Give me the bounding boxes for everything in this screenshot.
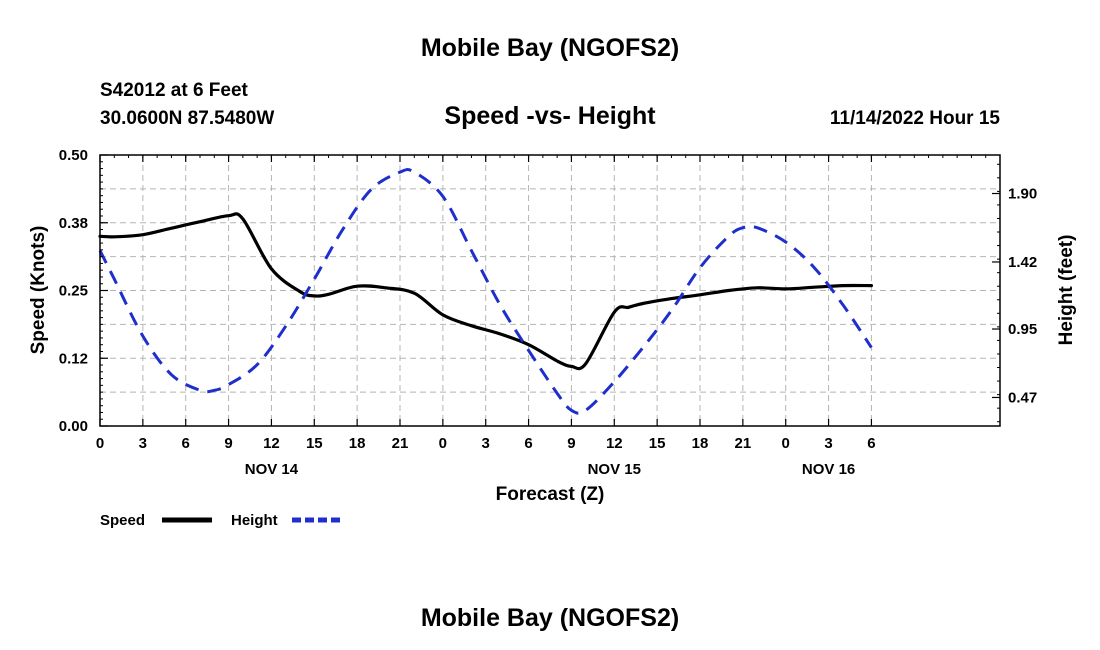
footer-title: Mobile Bay (NGOFS2) (421, 604, 679, 632)
chart-main-title: Mobile Bay (NGOFS2) (421, 34, 679, 62)
legend-height-label: Height (231, 512, 278, 529)
coordinates-label: 30.0600N 87.5480W (100, 108, 274, 129)
x-tick-label: 0 (782, 435, 790, 452)
x-tick-label: 6 (867, 435, 875, 452)
date-label: NOV 16 (802, 461, 855, 478)
series-layer (98, 168, 873, 415)
x-tick-label: 18 (349, 435, 366, 452)
series-line-speed (98, 212, 873, 371)
y-tick-label: 0.00 (59, 418, 88, 435)
x-tick-label: 3 (139, 435, 147, 452)
x-tick-label: 21 (735, 435, 752, 452)
y2-tick-label: 0.47 (1008, 389, 1037, 406)
x-tick-label: 9 (567, 435, 575, 452)
date-label: NOV 15 (588, 461, 641, 478)
x-tick-label: 6 (182, 435, 190, 452)
y2-axis-title: Height (feet) (1056, 235, 1077, 346)
x-tick-label: 0 (439, 435, 447, 452)
legend: Speed Height (100, 512, 342, 529)
grid-lines (100, 155, 1000, 426)
x-tick-label: 15 (306, 435, 323, 452)
y2-tick-label: 1.42 (1008, 254, 1037, 271)
x-tick-label: 9 (224, 435, 232, 452)
y-tick-label: 0.50 (59, 147, 88, 164)
x-tick-label: 21 (392, 435, 409, 452)
date-label: NOV 14 (245, 461, 299, 478)
x-tick-label: 0 (96, 435, 104, 452)
y2-tick-label: 1.90 (1008, 186, 1037, 203)
chart-subtitle: Speed -vs- Height (444, 102, 656, 130)
x-tick-label: 12 (263, 435, 280, 452)
legend-speed-label: Speed (100, 512, 145, 529)
timestamp-label: 11/14/2022 Hour 15 (830, 108, 1000, 129)
x-tick-label: 3 (824, 435, 832, 452)
y-tick-label: 0.25 (59, 283, 88, 300)
x-tick-label: 15 (649, 435, 666, 452)
tick-labels: 0 3 6 9 12 15 18 21 0 3 6 9 12 15 18 21 0 3 6 NOV 14 NOV 15 N… (59, 147, 1037, 478)
x-tick-label: 3 (482, 435, 490, 452)
axis-ticks (99, 154, 1001, 427)
y-tick-label: 0.12 (59, 350, 88, 367)
x-axis-title: Forecast (Z) (496, 484, 605, 505)
x-tick-label: 18 (692, 435, 709, 452)
y2-tick-label: 0.95 (1008, 321, 1037, 338)
x-tick-label: 12 (606, 435, 623, 452)
series-line-height (98, 168, 873, 415)
x-tick-label: 6 (524, 435, 532, 452)
station-label: S42012 at 6 Feet (100, 80, 249, 101)
y-axis-title: Speed (Knots) (28, 226, 49, 355)
y-tick-label: 0.38 (59, 215, 88, 232)
